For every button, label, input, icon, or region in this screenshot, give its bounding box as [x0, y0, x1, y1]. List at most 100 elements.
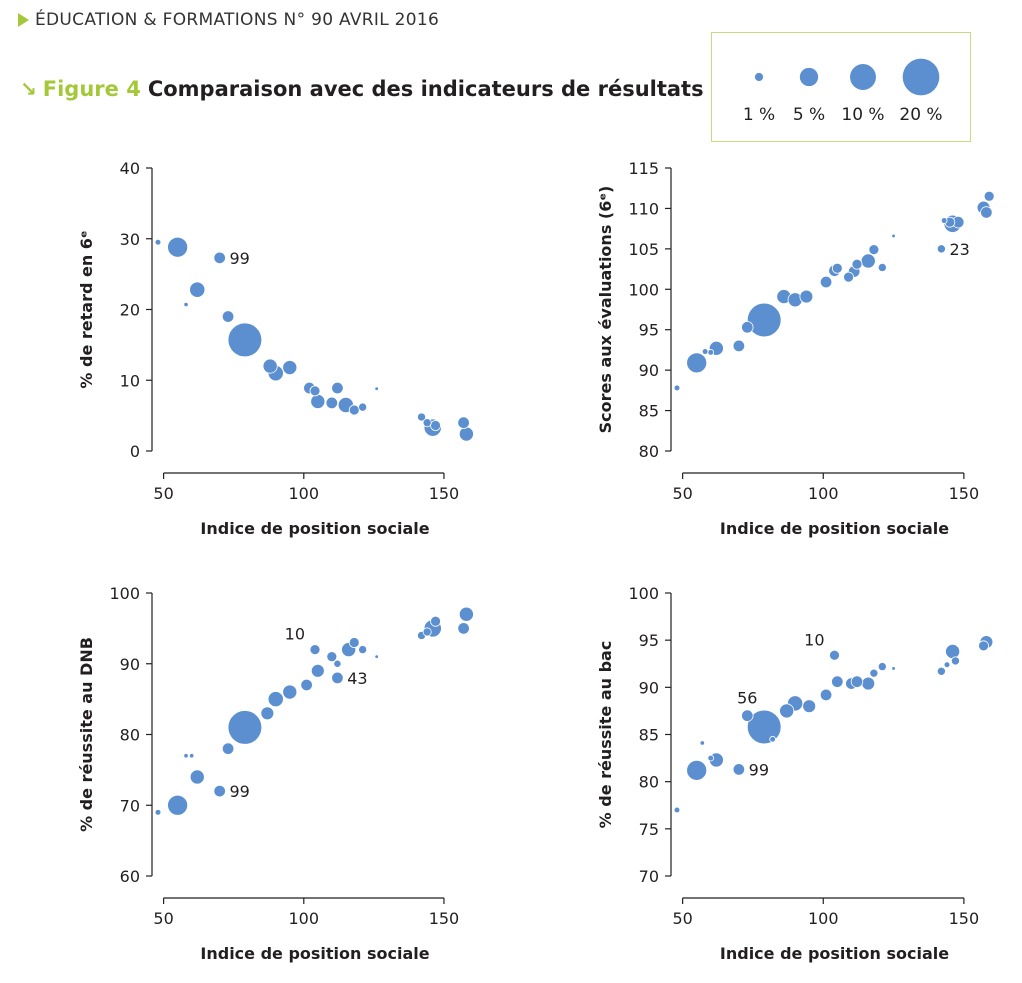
data-point — [850, 675, 864, 688]
point-label: 56 — [737, 689, 757, 708]
y-tick-label: 110 — [628, 199, 659, 218]
y-tick-label: 95 — [639, 631, 659, 650]
data-point — [945, 643, 961, 659]
x-axis-title: Indice de position sociale — [200, 944, 429, 963]
figure-label: Figure 4 — [42, 77, 141, 101]
y-tick-label: 115 — [628, 159, 659, 178]
data-point — [843, 271, 854, 283]
data-point — [943, 661, 951, 668]
data-point — [829, 649, 840, 661]
point-label: 23 — [949, 240, 969, 259]
data-point — [213, 784, 226, 798]
point-label: 43 — [347, 669, 367, 688]
x-axis-title: Indice de position sociale — [720, 519, 949, 538]
data-point — [326, 651, 338, 663]
data-point — [940, 217, 948, 224]
data-point — [936, 666, 946, 676]
data-point — [457, 416, 470, 429]
x-tick-label: 50 — [672, 484, 692, 503]
y-tick-label: 105 — [628, 240, 659, 259]
y-tick-label: 90 — [120, 655, 140, 674]
legend-bubble-1pct — [754, 72, 764, 82]
y-tick-label: 40 — [120, 159, 140, 178]
data-point — [746, 709, 782, 745]
data-point — [430, 615, 441, 627]
data-point — [983, 190, 995, 202]
y-tick-label: 70 — [639, 867, 659, 886]
y-tick-label: 70 — [120, 796, 140, 815]
point-label: 10 — [804, 630, 824, 649]
y-tick-label: 90 — [639, 678, 659, 697]
y-tick-label: 100 — [109, 584, 140, 603]
data-point — [891, 666, 896, 671]
data-point — [221, 742, 235, 755]
data-point — [779, 703, 795, 719]
x-tick-label: 50 — [153, 909, 173, 928]
x-tick-label: 100 — [808, 484, 839, 503]
data-point — [673, 384, 681, 392]
data-point — [980, 206, 993, 219]
data-point — [877, 662, 887, 672]
x-tick-label: 150 — [429, 484, 460, 503]
data-point — [851, 258, 863, 270]
x-tick-label: 150 — [949, 484, 980, 503]
data-point — [300, 678, 313, 692]
legend-label: 1 % — [743, 105, 775, 125]
data-point — [819, 688, 833, 702]
figure-title-text: Comparaison avec des indicateurs de résu… — [147, 77, 704, 101]
x-tick-label: 100 — [808, 909, 839, 928]
data-point — [457, 622, 470, 635]
data-point — [267, 691, 284, 708]
x-tick-label: 150 — [429, 909, 460, 928]
point-label: 99 — [229, 249, 249, 268]
y-tick-label: 85 — [639, 402, 659, 421]
data-point — [310, 663, 325, 678]
data-point — [741, 709, 754, 722]
y-tick-label: 100 — [628, 584, 659, 603]
y-tick-label: 100 — [628, 280, 659, 299]
data-point — [978, 640, 989, 652]
data-point — [189, 769, 205, 785]
y-tick-label: 80 — [120, 726, 140, 745]
data-point — [183, 301, 189, 308]
data-point — [154, 238, 162, 246]
data-point — [183, 753, 189, 759]
data-point — [458, 606, 474, 622]
y-tick-label: 10 — [120, 371, 140, 390]
y-tick-label: 90 — [639, 361, 659, 380]
data-point — [309, 385, 321, 397]
legend-bubble-20pct — [902, 58, 940, 96]
data-point — [686, 352, 708, 374]
data-point — [422, 418, 432, 428]
data-point — [221, 310, 235, 323]
data-point — [741, 321, 754, 334]
data-point — [262, 358, 278, 374]
publication-header: ÉDUCATION & FORMATIONS N° 90 AVRIL 2016 — [18, 10, 439, 30]
data-point — [282, 360, 298, 376]
legend-label: 20 % — [899, 105, 942, 125]
arrow-down-right-icon: ↘ — [20, 77, 37, 101]
x-tick-label: 50 — [153, 484, 173, 503]
data-point — [430, 420, 441, 431]
data-point — [869, 668, 879, 678]
data-point — [861, 676, 876, 691]
x-axis-title: Indice de position sociale — [720, 944, 949, 963]
x-tick-label: 150 — [949, 909, 980, 928]
x-tick-label: 100 — [289, 484, 320, 503]
y-axis-title: % de retard en 6ᵉ — [77, 230, 96, 388]
data-point — [309, 644, 321, 656]
point-label: 99 — [229, 782, 249, 801]
data-point — [358, 645, 368, 655]
data-point — [732, 339, 746, 353]
data-point — [707, 754, 715, 762]
data-point — [422, 627, 432, 637]
data-point — [310, 393, 326, 409]
legend-bubble-5pct — [799, 67, 819, 87]
size-legend-graphic: 1 % 5 % 10 % 20 % — [743, 58, 943, 125]
data-point — [799, 289, 814, 304]
point-label: 99 — [749, 760, 769, 779]
data-point — [227, 710, 263, 745]
